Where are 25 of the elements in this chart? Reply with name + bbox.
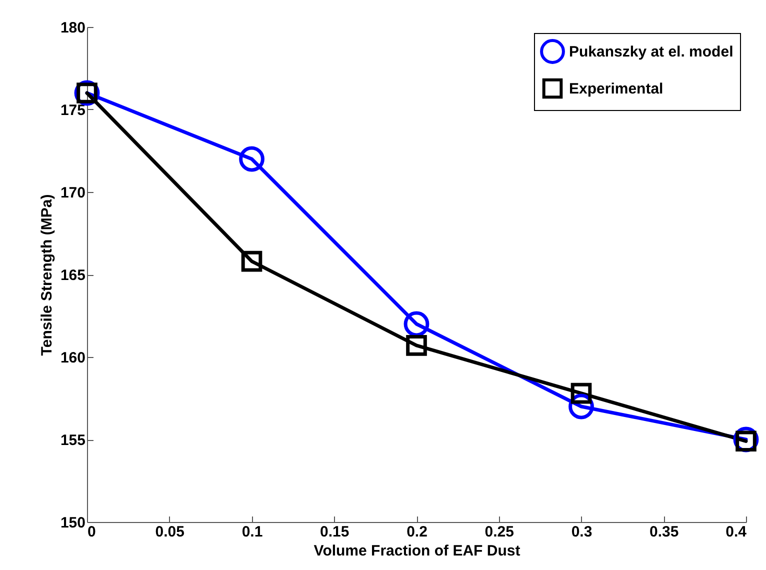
y-tick-label: 165	[60, 267, 86, 284]
y-tick-label: 150	[60, 514, 86, 532]
x-axis-title: Volume Fraction of EAF Dust	[314, 542, 520, 560]
y-tick-label: 170	[60, 184, 86, 202]
x-tick-label: 0.15	[320, 524, 350, 540]
x-tick-label: 0.35	[650, 524, 679, 540]
x-tick-label: 0.05	[155, 524, 184, 540]
point	[241, 250, 262, 272]
y-tick-label: 160	[60, 350, 86, 366]
point	[570, 382, 592, 404]
x-tick-label: 0.4	[726, 524, 748, 540]
y-tick-label: 175	[60, 102, 86, 119]
point	[404, 311, 430, 337]
y-tick-label: 180	[60, 20, 86, 36]
x-tick-label: 0.25	[484, 524, 514, 540]
legend-label: Pukanszky at el. model	[569, 44, 734, 60]
y-tick-label: 155	[60, 432, 86, 449]
point	[406, 335, 427, 356]
x-tick-label: 0.3	[571, 524, 592, 540]
point	[239, 146, 264, 172]
x-tick-label: 0.1	[242, 524, 263, 540]
x-tick-label: 0	[88, 524, 96, 540]
y-axis-title: Tensile Strength (MPa)	[38, 194, 56, 356]
x-tick-label: 0.2	[406, 524, 428, 540]
legend-label: Experimental	[569, 80, 664, 98]
